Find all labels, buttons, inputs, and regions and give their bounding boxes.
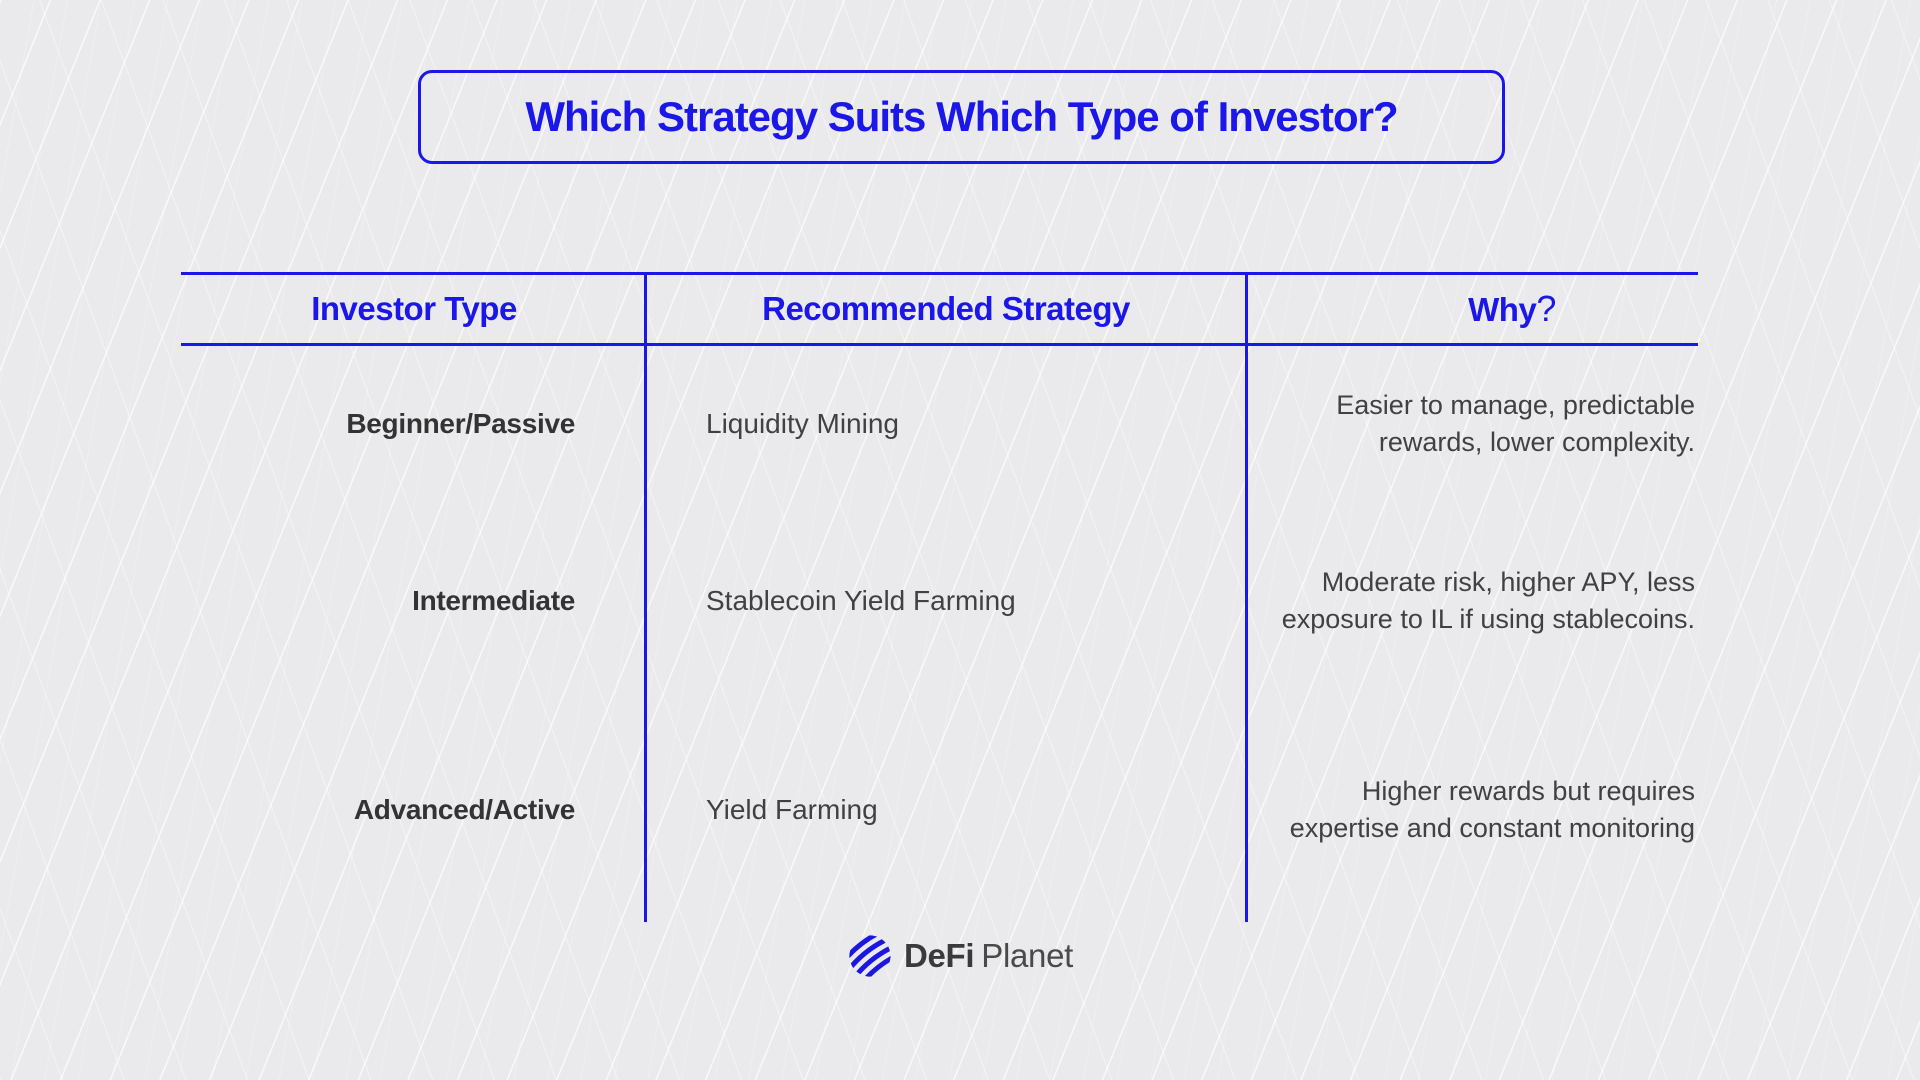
table-divider-2: [1245, 272, 1248, 922]
page-title: Which Strategy Suits Which Type of Inves…: [525, 93, 1398, 140]
row2-investor-type: Intermediate: [412, 585, 575, 616]
row3-investor-type: Advanced/Active: [353, 794, 575, 825]
row1-investor-type: Beginner/Passive: [346, 408, 575, 439]
row3-why: Higher rewards but requires expertise an…: [1289, 776, 1695, 843]
defi-planet-logo: DeFi Planet: [846, 933, 1073, 979]
logo-defi: DeFi: [903, 937, 975, 974]
row2-why: Moderate risk, higher APY, less exposure…: [1281, 567, 1695, 634]
globe-icon: [846, 933, 893, 979]
title-box: Which Strategy Suits Which Type of Inves…: [418, 70, 1505, 164]
header-why-question-mark: ?: [1536, 288, 1556, 329]
row2-strategy: Stablecoin Yield Farming: [706, 585, 1016, 616]
header-recommended-strategy: Recommended Strategy: [762, 290, 1130, 327]
table-top-rule: [181, 272, 1698, 275]
row1-strategy: Liquidity Mining: [706, 408, 899, 439]
table-divider-1: [644, 272, 647, 922]
logo-planet: Planet: [981, 937, 1074, 974]
header-investor-type: Investor Type: [311, 290, 517, 327]
header-why: Why?: [1468, 288, 1556, 329]
table-header-rule: [181, 343, 1698, 346]
row3-strategy: Yield Farming: [706, 794, 878, 825]
row1-why: Easier to manage, predictable rewards, l…: [1336, 390, 1695, 457]
logo-wordmark: DeFi Planet: [904, 937, 1073, 975]
